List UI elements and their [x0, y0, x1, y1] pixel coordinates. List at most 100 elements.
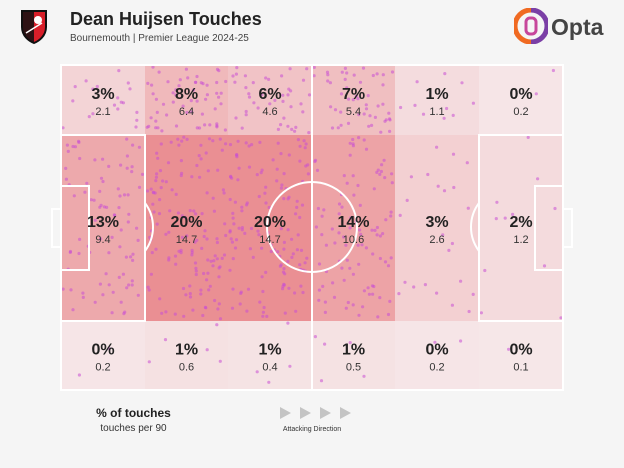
touch-dot: [147, 360, 151, 364]
touch-dot: [237, 226, 241, 230]
touch-dot: [312, 65, 316, 69]
touch-dot: [195, 74, 199, 79]
touch-dot: [345, 86, 349, 90]
touch-dot: [495, 200, 499, 204]
touch-dot: [87, 115, 91, 119]
touch-dot: [117, 69, 121, 73]
touch-dot: [212, 209, 216, 213]
zone-percent-label: 0%: [509, 342, 532, 359]
touch-dot: [230, 240, 234, 244]
touch-dot: [165, 113, 169, 117]
touch-dot: [244, 113, 248, 117]
touch-dot: [364, 246, 368, 250]
touch-dot: [351, 137, 355, 142]
touch-dot: [149, 116, 153, 120]
touch-dot: [371, 292, 375, 296]
touch-dot: [217, 275, 221, 279]
touch-dot: [324, 243, 328, 247]
touch-dot: [260, 275, 264, 279]
touch-dot: [376, 104, 380, 108]
touch-dot: [345, 258, 349, 262]
touch-dot: [356, 183, 360, 188]
touch-dot: [77, 373, 81, 377]
touch-dot: [231, 216, 235, 220]
touch-dot: [237, 166, 241, 170]
touch-dot: [230, 306, 235, 310]
touch-dot: [348, 141, 352, 145]
touch-dot: [289, 89, 293, 93]
touch-dot: [149, 187, 153, 191]
touch-dot: [305, 256, 309, 260]
touch-dot: [467, 309, 471, 314]
touch-dot: [84, 79, 88, 83]
touch-dot: [167, 230, 171, 234]
touch-dot: [379, 169, 383, 174]
touch-dot: [212, 259, 216, 263]
touch-dot: [92, 198, 96, 202]
touch-dot: [202, 234, 206, 239]
zone-per90-label: 0.2: [429, 362, 444, 374]
touch-dot: [119, 163, 123, 167]
touch-dot: [293, 129, 297, 133]
touch-dot: [231, 257, 235, 261]
touch-dot: [177, 249, 181, 253]
touch-dot: [95, 84, 99, 89]
touch-dot: [390, 172, 394, 176]
touch-dot: [119, 300, 123, 304]
touch-dot: [423, 283, 427, 287]
zone-per90-label: 2.6: [429, 234, 444, 246]
touch-dot: [426, 172, 430, 177]
touch-dot: [507, 347, 511, 351]
touch-dot: [233, 246, 238, 250]
touch-dot: [73, 85, 77, 89]
touch-dot: [215, 67, 220, 71]
zone-percent-label: 20%: [254, 214, 286, 231]
touch-dot: [362, 138, 366, 142]
touch-dot: [373, 228, 377, 232]
touch-dot: [349, 216, 353, 220]
touch-dot: [290, 127, 294, 131]
touch-dot: [107, 283, 111, 287]
touch-dot: [145, 189, 150, 193]
touch-dot: [373, 115, 377, 119]
touch-dot: [291, 252, 295, 256]
touch-dot: [101, 157, 105, 161]
touch-dot: [299, 248, 304, 252]
touch-dot: [323, 300, 327, 304]
touch-dot: [245, 309, 249, 313]
touch-dot: [155, 222, 159, 226]
touch-dot: [323, 310, 327, 314]
touch-dot: [245, 201, 249, 205]
touch-dot: [147, 124, 151, 128]
touch-dot: [329, 105, 333, 109]
touch-dot: [185, 110, 189, 115]
touch-dot: [348, 266, 352, 270]
touch-dot: [247, 92, 251, 96]
touch-dot: [357, 313, 361, 317]
touch-dot: [307, 131, 311, 135]
touch-dot: [280, 183, 284, 187]
touch-dot: [135, 118, 139, 122]
touch-dot: [190, 253, 194, 257]
touch-dot: [125, 154, 129, 158]
touch-dot: [228, 143, 233, 147]
touch-dot: [293, 291, 297, 295]
legend-percent-label: % of touches: [96, 406, 171, 420]
touch-dot: [158, 198, 162, 202]
touch-dot: [283, 311, 287, 315]
touch-dot: [282, 116, 286, 120]
touch-dot: [344, 243, 348, 247]
zone-per90-label: 14.7: [176, 234, 197, 246]
touch-dot: [135, 110, 139, 114]
touch-dot: [91, 112, 95, 116]
touch-dot: [215, 122, 219, 126]
touch-dot: [176, 211, 180, 215]
touch-dot: [155, 151, 159, 155]
touch-dot: [452, 185, 456, 190]
touch-dot: [199, 81, 203, 85]
right-goal: [562, 208, 573, 248]
page-subtitle: Bournemouth | Premier League 2024-25: [70, 33, 249, 44]
zone-per90-label: 1.2: [513, 234, 528, 246]
touch-dot: [64, 166, 68, 170]
